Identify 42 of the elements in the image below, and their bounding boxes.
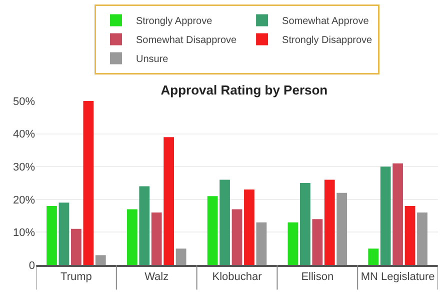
bar <box>368 248 379 265</box>
bar <box>83 101 94 265</box>
bar <box>95 255 106 265</box>
bar <box>404 206 416 265</box>
bar <box>46 206 57 265</box>
bar <box>58 202 70 265</box>
y-tick-label: 0 <box>28 260 35 272</box>
bar <box>207 196 218 265</box>
y-tick-label: 20% <box>12 194 36 206</box>
bar <box>220 180 230 265</box>
bar <box>312 219 323 265</box>
bar <box>232 209 242 265</box>
bar <box>380 166 391 265</box>
bar <box>288 222 298 265</box>
bar <box>71 228 82 265</box>
bar <box>126 209 138 265</box>
x-tick-label: Walz <box>144 270 169 283</box>
chart-title: Approval Rating by Person <box>160 82 328 98</box>
x-tick-label: Klobuchar <box>212 270 262 283</box>
bar <box>139 186 150 265</box>
y-tick-label: 30% <box>12 161 36 174</box>
bar <box>417 212 428 265</box>
bar <box>392 163 403 265</box>
legend-label: Somewhat Approve <box>282 16 370 28</box>
legend-label: Unsure <box>136 54 169 66</box>
bar <box>324 180 335 265</box>
x-tick-label: MN Legislature <box>360 270 435 283</box>
bar <box>151 212 162 265</box>
legend-label: Strongly Disapprove <box>282 35 373 46</box>
y-tick-label: 50% <box>12 96 36 108</box>
bar <box>336 192 348 265</box>
x-tick-label: Ellison <box>301 270 334 283</box>
y-tick-label: 40% <box>12 128 36 141</box>
bar <box>164 137 174 265</box>
bar <box>244 190 254 265</box>
bar <box>300 183 310 265</box>
bar <box>176 248 186 265</box>
legend-label: Somewhat Disapprove <box>136 35 238 46</box>
x-tick-label: Trump <box>60 270 92 283</box>
legend-label: Strongly Approve <box>136 16 213 28</box>
y-tick-label: 10% <box>12 227 36 240</box>
bar <box>256 222 267 265</box>
